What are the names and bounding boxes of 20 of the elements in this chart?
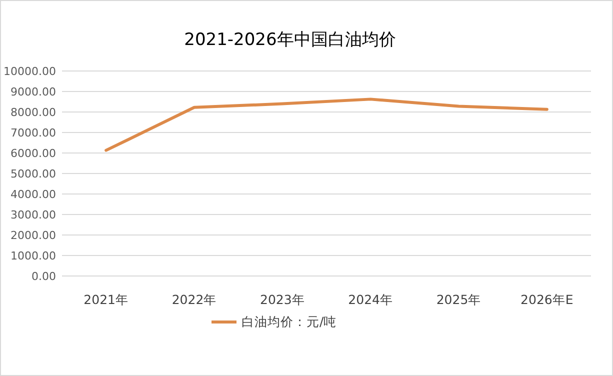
y-tick-label: 4000.00 <box>10 188 56 201</box>
y-tick-label: 7000.00 <box>10 126 56 140</box>
y-tick-label: 2000.00 <box>10 229 56 242</box>
chart-title: 2021-2026年中国白油均价 <box>184 30 396 50</box>
x-tick-label: 2024年 <box>348 292 393 307</box>
x-tick-label: 2021年 <box>84 292 128 307</box>
x-tick-label: 2026年E <box>520 292 574 307</box>
y-tick-label: 8000.00 <box>10 106 56 119</box>
y-tick-label: 10000.00 <box>4 65 56 78</box>
x-tick-label: 2025年 <box>436 292 482 307</box>
y-tick-label: 5000.00 <box>10 168 56 180</box>
y-tick-label: 6000.00 <box>10 147 56 160</box>
x-tick-label: 2022年 <box>172 292 217 307</box>
y-tick-label: 0.00 <box>32 270 56 283</box>
legend-label: 白油均价：元/吨 <box>242 314 337 329</box>
y-tick-label: 1000.00 <box>10 250 56 262</box>
y-tick-label: 9000.00 <box>10 86 56 98</box>
y-tick-label: 3000.00 <box>10 208 56 222</box>
x-tick-label: 2023年 <box>260 292 305 307</box>
line-series <box>104 98 548 152</box>
